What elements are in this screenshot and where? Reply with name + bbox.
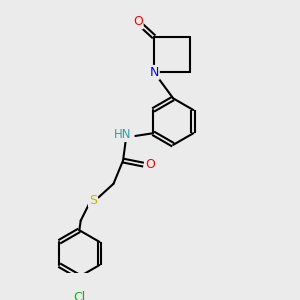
Text: S: S — [89, 194, 97, 207]
Text: Cl: Cl — [73, 291, 86, 300]
Text: O: O — [133, 15, 142, 28]
Text: HN: HN — [114, 128, 131, 141]
Text: N: N — [149, 66, 159, 79]
Text: O: O — [146, 158, 155, 171]
